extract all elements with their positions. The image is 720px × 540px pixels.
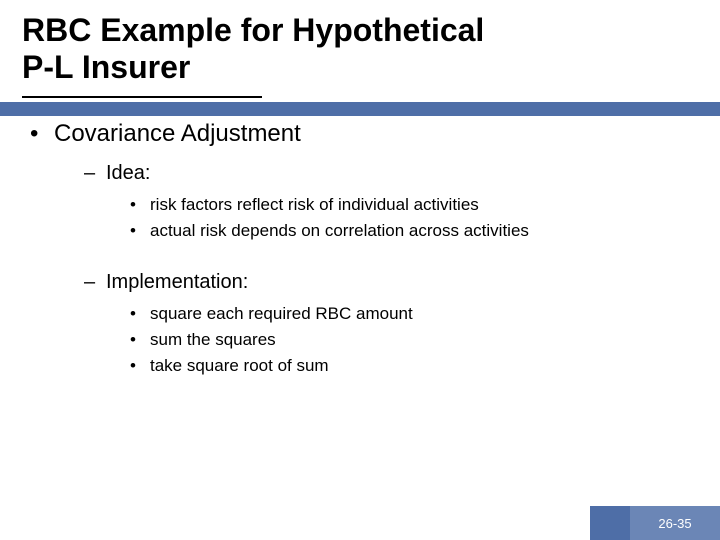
idea-item-1: actual risk depends on correlation acros… — [150, 221, 529, 241]
bullet-level2-impl: – Implementation: — [84, 271, 690, 294]
idea-item-0: risk factors reflect risk of individual … — [150, 195, 479, 215]
bullet-level1-text: Covariance Adjustment — [54, 120, 301, 148]
dot-icon: • — [130, 356, 150, 376]
footer-accent-block: 26-35 — [590, 506, 720, 540]
slide-title-line1: RBC Example for Hypothetical — [22, 12, 698, 49]
dot-icon: • — [130, 330, 150, 350]
bullet-level1: • Covariance Adjustment — [30, 120, 690, 148]
impl-item-2: take square root of sum — [150, 356, 329, 376]
bullet-icon: • — [30, 120, 54, 148]
dot-icon: • — [130, 195, 150, 215]
title-area: RBC Example for Hypothetical P-L Insurer — [0, 0, 720, 92]
dash-icon: – — [84, 162, 106, 185]
bullet-level3: • risk factors reflect risk of individua… — [130, 195, 690, 215]
impl-item-0: square each required RBC amount — [150, 304, 413, 324]
impl-item-1: sum the squares — [150, 330, 276, 350]
bullet-level3: • actual risk depends on correlation acr… — [130, 221, 690, 241]
page-number: 26-35 — [658, 516, 691, 531]
idea-label: Idea: — [106, 162, 150, 185]
footer-inner-block: 26-35 — [630, 506, 720, 540]
dot-icon: • — [130, 304, 150, 324]
bullet-level2-idea: – Idea: — [84, 162, 690, 185]
impl-label: Implementation: — [106, 271, 248, 294]
slide-content: • Covariance Adjustment – Idea: • risk f… — [0, 98, 720, 376]
dot-icon: • — [130, 221, 150, 241]
dash-icon: – — [84, 271, 106, 294]
bullet-level3: • square each required RBC amount — [130, 304, 690, 324]
bullet-level3: • take square root of sum — [130, 356, 690, 376]
bullet-level3: • sum the squares — [130, 330, 690, 350]
slide-title-line2: P-L Insurer — [22, 49, 698, 86]
